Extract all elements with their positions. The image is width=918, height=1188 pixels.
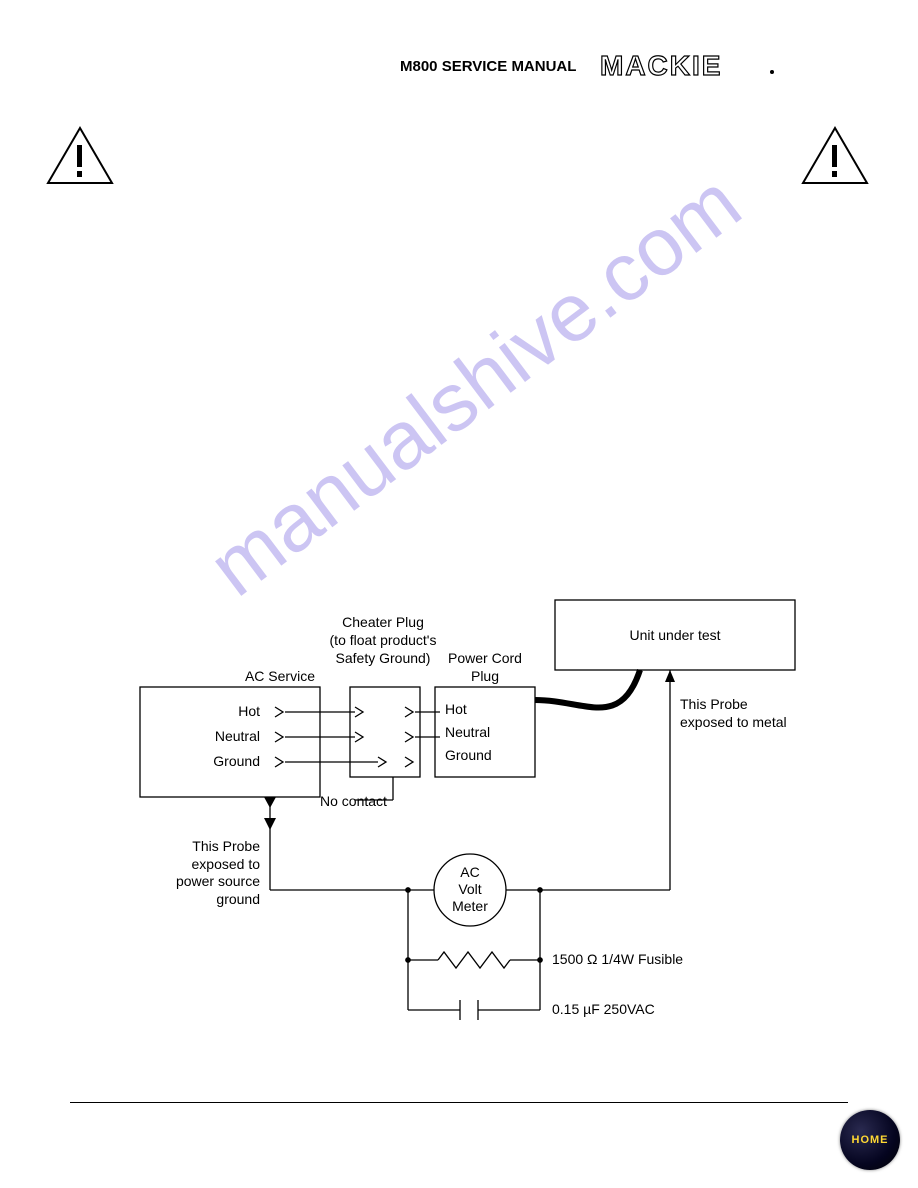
ac-line-ground: Ground <box>150 753 260 771</box>
no-contact-label: No contact <box>320 793 387 811</box>
ac-service-title: AC Service <box>200 668 315 686</box>
home-button[interactable]: HOME <box>840 1110 900 1170</box>
meter-line-3: Meter <box>440 898 500 916</box>
probe-metal-label: This Probe exposed to metal <box>680 696 787 731</box>
home-button-label: HOME <box>852 1134 889 1146</box>
capacitor-label: 0.15 µF 250VAC <box>552 1001 655 1019</box>
pc-line-ground: Ground <box>445 747 492 765</box>
footer-rule <box>70 1102 848 1103</box>
power-cord-title-1: Power Cord <box>430 650 540 668</box>
pc-line-hot: Hot <box>445 701 467 719</box>
pc-line-neutral: Neutral <box>445 724 490 742</box>
ac-line-hot: Hot <box>150 703 260 721</box>
power-cord-title-2: Plug <box>430 668 540 686</box>
meter-line-1: AC <box>440 864 500 882</box>
probe-ground-label: This Probe exposed to power source groun… <box>145 838 260 908</box>
cheater-title-1: Cheater Plug <box>283 614 483 632</box>
resistor-label: 1500 Ω 1/4W Fusible <box>552 951 683 969</box>
meter-line-2: Volt <box>440 881 500 899</box>
unit-under-test-label: Unit under test <box>555 627 795 645</box>
schematic-diagram <box>0 0 918 1188</box>
cheater-title-2: (to float product's <box>283 632 483 650</box>
ac-line-neutral: Neutral <box>150 728 260 746</box>
page: M800 SERVICE MANUAL MACKIE manualshive.c… <box>0 0 918 1188</box>
